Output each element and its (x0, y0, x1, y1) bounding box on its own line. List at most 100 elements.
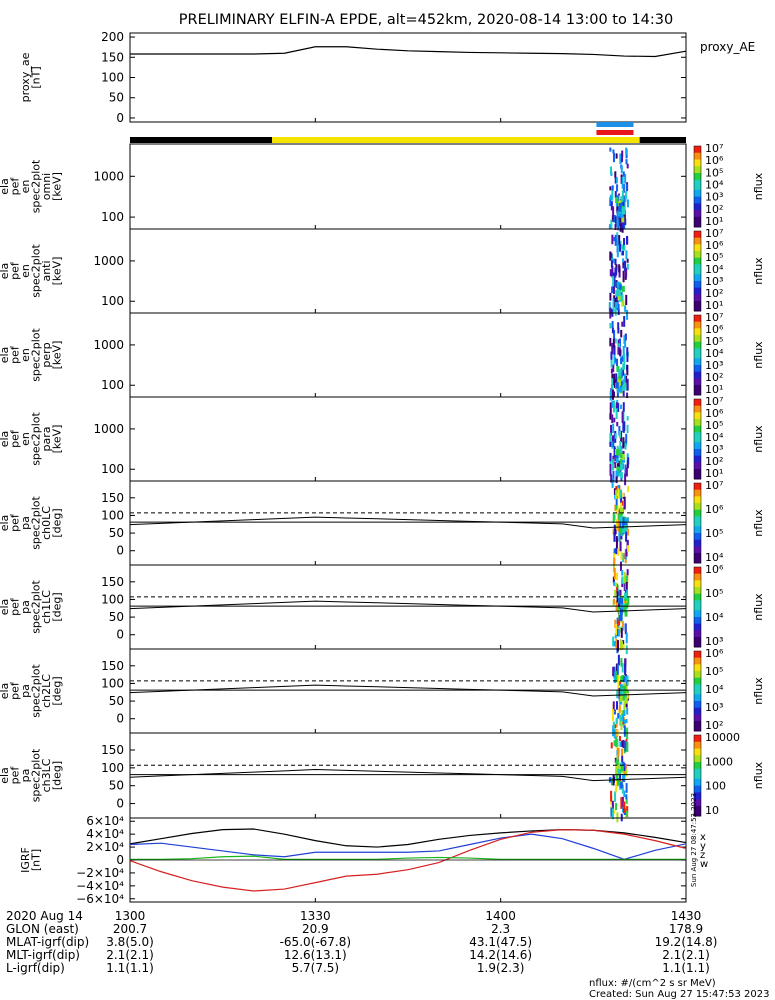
colorbar-tick-label: 10⁴ (705, 263, 724, 276)
spectrogram-cell (626, 727, 629, 740)
spectrogram-cell (616, 204, 619, 213)
spectrogram-cell (624, 658, 627, 669)
colorbar-segment (694, 694, 701, 699)
spectrogram-cell (615, 495, 618, 507)
colorbar-segment (694, 630, 701, 635)
spectrogram-cell (622, 184, 625, 193)
y-axis-label-line: pa (19, 516, 32, 530)
loss-cone-curve (129, 769, 687, 782)
spectrogram-core-cell (619, 372, 623, 379)
colorbar-tick-label: 10⁷ (705, 479, 723, 492)
colorbar-segment (694, 304, 701, 309)
colorbar-segment (694, 358, 701, 363)
colorbar-tick-label: 10⁷ (705, 227, 723, 240)
spectrogram-cell (626, 741, 629, 752)
colorbar-segment (694, 523, 701, 527)
panel-pa_ch0: elapefpaspec2plotch0LC[deg]15010050010⁷1… (0, 479, 765, 572)
colorbar-segment (694, 809, 701, 814)
spectrogram-cell (613, 237, 616, 242)
colorbar-segment (694, 271, 701, 275)
spectrogram-cell (623, 201, 626, 212)
spectrogram-cell (625, 632, 628, 644)
spectrogram-cell (615, 264, 618, 270)
spectrogram-cell (627, 528, 630, 536)
spectrogram-cell (617, 327, 620, 334)
colorbar-segment (694, 775, 701, 780)
spectrogram-cell (624, 741, 627, 752)
colorbar-segment (694, 526, 701, 531)
spectrogram-cell (617, 589, 620, 599)
colorbar-segment (694, 603, 701, 608)
colorbar-segment (694, 661, 701, 665)
colorbar-segment (694, 549, 701, 554)
spectrogram-cell (612, 561, 615, 572)
spectrogram-cell (619, 349, 622, 356)
spectrogram-cell (617, 674, 620, 686)
y-tick-label: −2×10⁴ (76, 866, 124, 880)
colorbar-segment (694, 385, 701, 389)
y-tick-label: 1000 (93, 254, 124, 268)
spectrogram-cell (610, 424, 613, 436)
spectrogram-core-cell (621, 694, 625, 701)
spectrogram-cell (614, 224, 617, 231)
spectrogram-cell (625, 798, 628, 804)
spectrogram-cell (612, 338, 615, 348)
spectrogram-cell (610, 807, 613, 817)
colorbar-segment (694, 553, 701, 557)
spectrogram-cell (614, 633, 617, 639)
colorbar-segment (694, 483, 701, 487)
y-axis-label-line: ela (0, 431, 11, 448)
time-axis-row-value: 2.1(2.1) (662, 948, 710, 962)
spectrogram-cell (615, 475, 618, 483)
colorbar-tick-label: 10³ (705, 191, 723, 204)
spectrogram-cell (615, 153, 618, 159)
spectrogram-cell (616, 664, 619, 675)
colorbar-frame (693, 398, 702, 480)
colorbar-segment (694, 610, 701, 615)
colorbar-segment (694, 587, 701, 591)
colorbar-tick-label: 10⁴ (705, 611, 724, 624)
panel-en_perp: elapefenspec2plotperp[keV] 100010010⁷10⁶1… (0, 311, 765, 401)
spectrogram-core-cell (621, 216, 625, 223)
panel-en_omni: elapefenspec2plotomni[keV] 100010010⁷10⁶1… (0, 142, 765, 233)
spectrogram-cell (626, 263, 629, 270)
colorbar-tick-label: 10⁵ (705, 251, 723, 264)
spectrogram-cell (620, 430, 623, 443)
spectrogram-cell (619, 541, 622, 552)
spectrogram-cell (616, 421, 619, 427)
y-axis-label-line: ch1LC (40, 590, 53, 624)
colorbar-tick-label: 10³ (705, 359, 723, 372)
y-axis-label: proxy_ae[nT] (19, 52, 43, 102)
colorbar-tick-label: 10⁶ (705, 323, 724, 336)
colorbar-tick-label: 10¹ (705, 299, 723, 312)
y-axis-label-line: ela (0, 599, 11, 616)
spectrogram-cell (609, 186, 612, 191)
spectrogram-cell (611, 389, 614, 400)
spectrogram-cell (623, 353, 626, 365)
panel-frame (129, 143, 687, 230)
spectrogram-cell (617, 713, 620, 719)
y-tick-label: 0 (116, 111, 124, 125)
y-axis-label: elapefenspec2plotperp[keV] (0, 328, 64, 382)
colorbar-segment (694, 802, 701, 807)
colorbar-tick-label: 10² (705, 287, 723, 300)
spectrogram-cell (614, 461, 617, 469)
spectrogram-core-cell (620, 603, 624, 610)
spectrogram-cell (625, 159, 628, 165)
spectrogram-cell (625, 147, 628, 155)
spectrogram-cell (623, 316, 626, 327)
spectrogram-core-cell (622, 676, 626, 683)
spectrogram-cell (617, 309, 620, 316)
spectrogram-cell (615, 177, 618, 184)
colorbar-segment (694, 748, 701, 753)
colorbar-segment (694, 234, 701, 239)
y-tick-label: 100 (101, 761, 124, 775)
spectrogram-cell (625, 433, 628, 444)
spectrogram-cell (616, 617, 619, 628)
spectrogram-cell (623, 582, 626, 592)
spectrogram-cell (620, 710, 623, 717)
spectrogram-cell (612, 576, 615, 583)
colorbar-segment (694, 452, 701, 457)
spectrogram-core-cell (619, 695, 623, 702)
spectrogram-cell (622, 260, 625, 269)
